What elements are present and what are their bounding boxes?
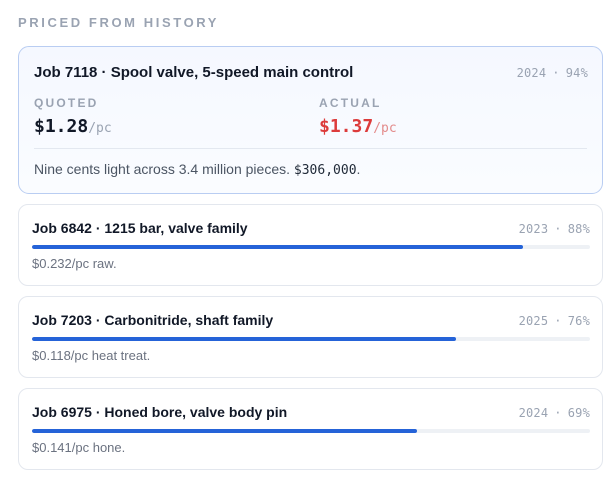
match-bar-track: [32, 429, 590, 433]
quoted-price-block: QUOTED $1.28/pc: [34, 96, 112, 137]
match-bar-track: [32, 245, 590, 249]
summary-text: Nine cents light across 3.4 million piec…: [34, 161, 294, 177]
meta-separator: ·: [554, 314, 562, 328]
job-meta: 2025 · 76%: [519, 314, 590, 328]
actual-amount: $1.37: [319, 116, 374, 137]
match-bar-track: [32, 337, 590, 341]
quoted-amount: $1.28: [34, 116, 89, 137]
job-year: 2024: [516, 66, 547, 80]
job-year: 2024: [518, 406, 549, 420]
match-bar-fill: [32, 429, 418, 433]
job-year: 2023: [518, 222, 549, 236]
quoted-unit: /pc: [88, 121, 112, 136]
actual-price: $1.37/pc: [319, 116, 397, 137]
actual-label: ACTUAL: [319, 96, 382, 110]
divider: [34, 148, 587, 149]
featured-job-card[interactable]: Job 7118 · Spool valve, 5-speed main con…: [18, 46, 603, 194]
variance-summary: Nine cents light across 3.4 million piec…: [34, 161, 360, 178]
summary-value: $306,000: [293, 163, 357, 178]
section-heading: PRICED FROM HISTORY: [18, 15, 220, 30]
job-title: Job 6842 · 1215 bar, valve family: [32, 220, 248, 236]
job-title: Job 7203 · Carbonitride, shaft family: [32, 312, 274, 328]
match-bar-fill: [32, 245, 524, 249]
meta-separator: ·: [552, 66, 560, 80]
job-cost-note: $0.141/pc hone.: [32, 440, 126, 455]
job-title: Job 6975 · Honed bore, valve body pin: [32, 404, 288, 420]
quoted-price: $1.28/pc: [34, 116, 112, 137]
match-percent: 76%: [567, 314, 590, 328]
meta-separator: ·: [554, 222, 562, 236]
actual-unit: /pc: [373, 121, 397, 136]
match-percent: 88%: [567, 222, 590, 236]
actual-price-block: ACTUAL $1.37/pc: [319, 96, 397, 137]
job-card[interactable]: Job 7203 · Carbonitride, shaft family 20…: [18, 296, 603, 378]
job-card[interactable]: Job 6842 · 1215 bar, valve family 2023 · 8…: [18, 204, 603, 286]
job-meta: 2023 · 88%: [519, 222, 590, 236]
featured-job-meta: 2024 · 94%: [517, 66, 588, 80]
job-year: 2025: [518, 314, 549, 328]
meta-separator: ·: [554, 406, 562, 420]
match-percent: 69%: [567, 406, 590, 420]
match-percent: 94%: [565, 66, 588, 80]
featured-job-title: Job 7118 · Spool valve, 5-speed main con…: [34, 64, 354, 81]
job-card[interactable]: Job 6975 · Honed bore, valve body pin 20…: [18, 388, 603, 470]
job-cost-note: $0.118/pc heat treat.: [32, 348, 151, 363]
summary-end: .: [356, 161, 361, 177]
job-meta: 2024 · 69%: [519, 406, 590, 420]
quoted-label: QUOTED: [34, 96, 99, 110]
match-bar-fill: [32, 337, 457, 341]
job-cost-note: $0.232/pc raw.: [32, 256, 117, 271]
